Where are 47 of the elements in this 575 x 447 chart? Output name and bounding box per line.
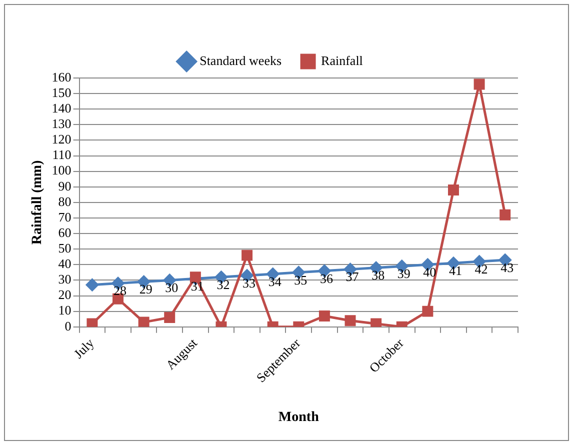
- point: [422, 306, 434, 317]
- data-label: 41: [448, 263, 462, 278]
- y-axis-title: Rainfall (mm): [30, 160, 46, 245]
- y-tick-label: 70: [58, 209, 72, 224]
- y-tick-label: 140: [52, 100, 72, 116]
- point: [318, 310, 330, 322]
- data-label: 35: [294, 272, 308, 288]
- legend-label: Rainfall: [321, 52, 364, 68]
- point: [448, 184, 459, 196]
- point: [164, 312, 176, 324]
- legend-label: Standard weeks: [200, 52, 282, 68]
- y-tick-label: 110: [52, 147, 72, 162]
- point: [86, 278, 98, 292]
- y-tick-label: 90: [58, 178, 72, 194]
- data-label: 29: [139, 282, 152, 297]
- y-tick-label: 40: [58, 256, 72, 272]
- y-tick-label: 150: [52, 84, 72, 100]
- data-label: 34: [268, 274, 282, 289]
- y-tick-label: 80: [58, 194, 72, 209]
- point: [370, 318, 382, 327]
- y-tick-label: 0: [64, 318, 72, 334]
- point: [86, 318, 98, 327]
- data-label: 38: [372, 268, 385, 283]
- data-label: 36: [320, 270, 334, 286]
- point: [474, 78, 485, 90]
- data-label: 39: [397, 266, 410, 282]
- data-label: 30: [165, 280, 178, 296]
- data-label: 32: [216, 277, 230, 292]
- x-axis-title: Month: [278, 410, 320, 426]
- data-label: 37: [346, 269, 360, 284]
- data-label: 42: [474, 261, 488, 276]
- y-tick-label: 130: [52, 116, 72, 132]
- point: [500, 209, 511, 220]
- y-tick-label: 20: [58, 287, 72, 302]
- point: [344, 315, 356, 326]
- y-tick-label: 60: [58, 224, 72, 240]
- point: [138, 316, 150, 327]
- y-tick-label: 30: [58, 272, 72, 287]
- y-tick-label: 50: [58, 240, 72, 256]
- x-tick-label: July: [70, 334, 98, 362]
- y-tick-label: 120: [52, 132, 72, 147]
- data-label: 43: [500, 260, 514, 275]
- data-label: 33: [242, 275, 256, 290]
- y-tick-label: 100: [52, 162, 72, 178]
- y-tick-label: 160: [52, 69, 72, 84]
- point: [242, 250, 253, 261]
- y-tick-label: 10: [58, 302, 72, 318]
